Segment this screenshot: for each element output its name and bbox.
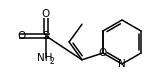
Text: NH: NH [37, 53, 53, 63]
Text: O: O [18, 31, 26, 41]
Text: 2: 2 [50, 57, 54, 66]
Text: N: N [118, 59, 126, 69]
Text: S: S [43, 31, 49, 41]
Text: O: O [99, 48, 107, 58]
Text: O: O [42, 9, 50, 19]
